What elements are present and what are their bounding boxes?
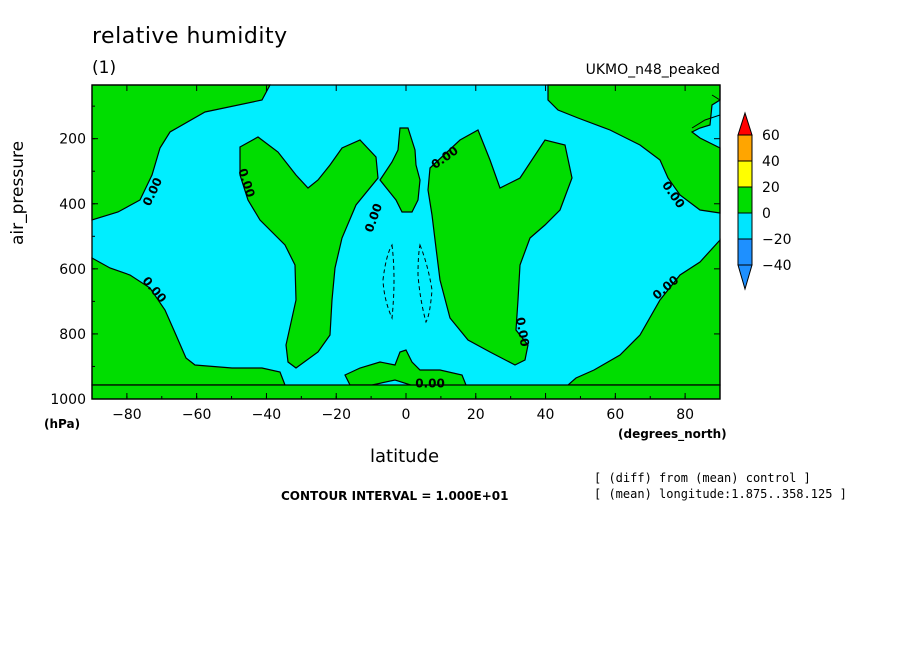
y-tick-label: 1000: [50, 392, 86, 408]
mean-note: [ (mean) longitude:1.875..358.125 ]: [594, 487, 847, 501]
x-tick-label: −60: [182, 407, 212, 423]
negative-contour-2: [417, 243, 433, 324]
colorbar-label: 60: [762, 128, 780, 144]
colorbar-top-arrow: [737, 111, 753, 136]
x-tick-label: 80: [676, 407, 694, 423]
positive-region-5: [427, 129, 573, 366]
x-axis-unit: (degrees_north): [618, 427, 727, 441]
colorbar-label: −40: [762, 258, 792, 274]
y-tick-label: 400: [59, 197, 86, 213]
x-tick-label: −80: [112, 407, 142, 423]
colorbar-label: 20: [762, 180, 780, 196]
x-tick-label: 60: [606, 407, 624, 423]
chart-title: relative humidity: [92, 24, 288, 49]
colorbar-label: 40: [762, 154, 780, 170]
diff-note: [ (diff) from (mean) control ]: [594, 471, 811, 485]
y-tick-label: 600: [59, 262, 86, 278]
y-tick-label: 200: [59, 132, 86, 148]
contour-label: 0.00: [513, 316, 532, 348]
colorbar-box: [737, 238, 753, 266]
dataset-label: UKMO_n48_peaked: [585, 62, 720, 78]
colorbar-label: 0: [762, 206, 771, 222]
colorbar-box: [737, 186, 753, 214]
positive-region-3: [239, 136, 379, 369]
y-axis-unit: (hPa): [44, 417, 81, 431]
contour-interval-label: CONTOUR INTERVAL = 1.000E+01: [281, 489, 509, 503]
y-axis-label: air_pressure: [8, 140, 28, 245]
positive-region-2: [91, 256, 286, 386]
contour-label: 0.00: [415, 377, 445, 391]
x-tick-label: 20: [467, 407, 485, 423]
positive-region-6: [547, 84, 721, 214]
positive-region-4: [379, 127, 421, 213]
panel-label: (1): [92, 58, 117, 78]
x-tick-label: 0: [402, 407, 411, 423]
x-tick-label: 40: [537, 407, 555, 423]
negative-contour-1: [382, 243, 395, 320]
colorbar-box: [737, 134, 753, 162]
x-tick-label: −20: [321, 407, 351, 423]
y-tick-label: 800: [59, 327, 86, 343]
colorbar-box: [737, 212, 753, 240]
positive-region-1: [91, 84, 271, 221]
x-axis-label: latitude: [370, 446, 440, 467]
colorbar-box: [737, 160, 753, 188]
colorbar-bottom-arrow: [737, 264, 753, 291]
positive-region-8: [344, 349, 467, 389]
corner-contour: [691, 94, 721, 129]
x-tick-label: −40: [252, 407, 282, 423]
colorbar-label: −20: [762, 232, 792, 248]
